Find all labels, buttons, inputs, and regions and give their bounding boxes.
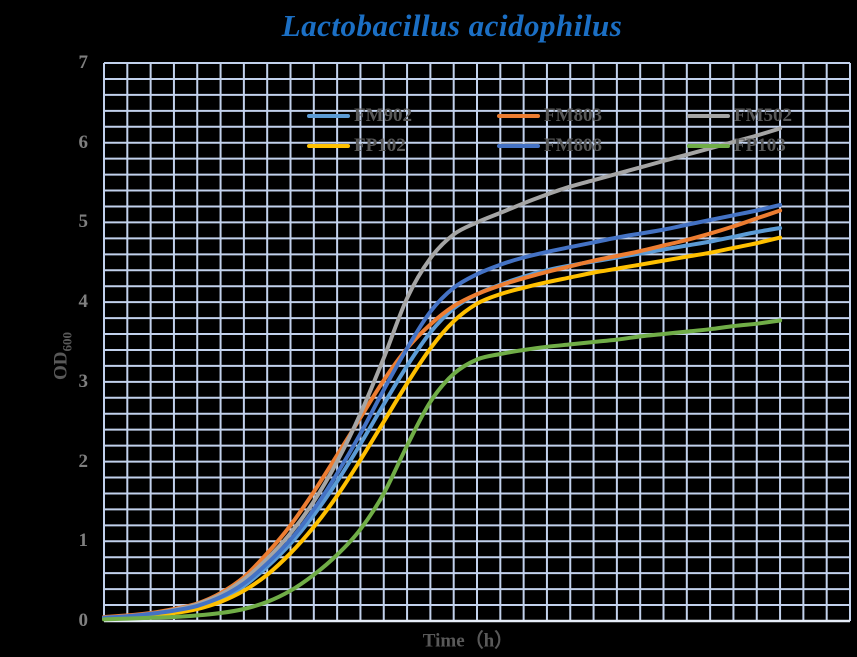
- y-tick-label: 4: [78, 291, 89, 313]
- y-tick-label: 5: [78, 211, 89, 233]
- series-line-FM502: [102, 126, 783, 620]
- legend-item-FP102: FP102: [307, 135, 406, 156]
- y-tick-label: 1: [78, 530, 89, 552]
- chart-title: Lactobacillus acidophilus: [281, 8, 623, 43]
- legend-item-FP103: FP103: [687, 135, 786, 156]
- legend-line-swatch: [497, 114, 540, 118]
- y-tick-label: 3: [78, 370, 89, 392]
- legend-line-swatch: [687, 114, 730, 118]
- legend-item-FM808: FM808: [497, 135, 603, 156]
- legend-label: FM808: [544, 135, 603, 156]
- y-tick-label: 2: [78, 450, 89, 472]
- legend-label: FM803: [544, 105, 603, 126]
- y-tick-label: 7: [78, 52, 89, 73]
- legend-item-FM502: FM502: [687, 105, 793, 126]
- y-tick-label: 0: [78, 610, 89, 631]
- legend-label: FM502: [734, 105, 793, 126]
- y-axis-title-subscript: 600: [59, 332, 75, 352]
- x-axis-title: Time（h）: [422, 630, 514, 652]
- legend-item-FM803: FM803: [497, 105, 603, 126]
- legend-line-swatch: [307, 144, 350, 148]
- legend-label: FP103: [734, 135, 786, 156]
- series-line-FM808: [102, 202, 783, 620]
- legend-line-swatch: [497, 144, 540, 148]
- legend-item-FM902: FM902: [307, 105, 413, 126]
- legend-line-swatch: [687, 144, 730, 148]
- series-line-FP103: [102, 318, 783, 622]
- y-tick-label: 6: [78, 131, 89, 153]
- legend-label: FP102: [354, 135, 406, 156]
- legend-label: FM902: [354, 105, 413, 126]
- legend-line-swatch: [307, 114, 350, 118]
- series-line-FP102: [102, 235, 783, 621]
